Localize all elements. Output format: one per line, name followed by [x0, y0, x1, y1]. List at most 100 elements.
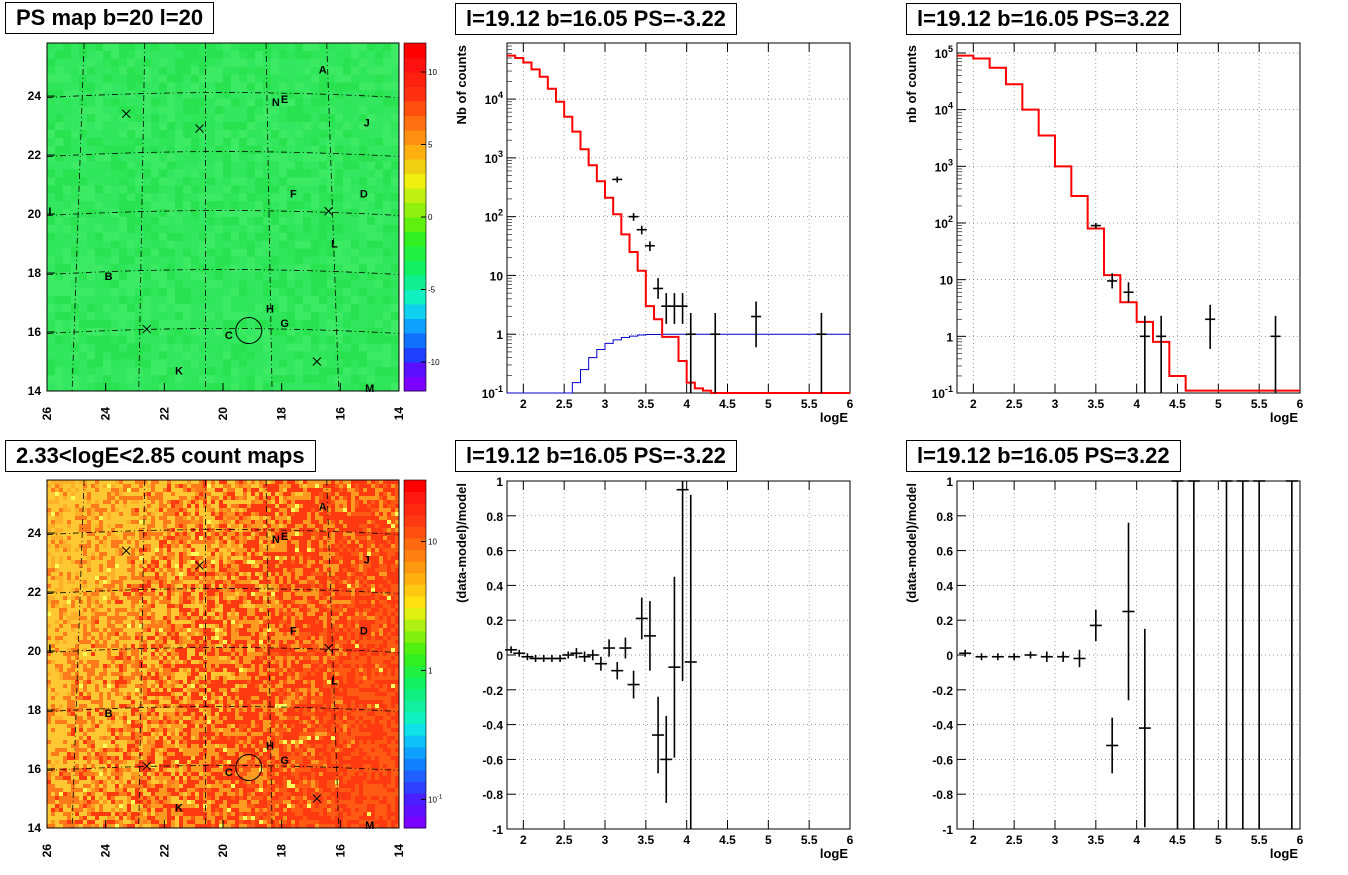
heatmap-cell [135, 776, 140, 781]
heatmap-cell [111, 564, 116, 569]
heatmap-cell [139, 620, 144, 625]
heatmap-cell [167, 552, 172, 557]
heatmap-cell [199, 122, 208, 131]
heatmap-cell [107, 804, 112, 809]
heatmap-cell [135, 311, 144, 321]
heatmap-cell [115, 672, 120, 677]
heatmap-cell [47, 656, 52, 661]
heatmap-cell [159, 596, 164, 601]
heatmap-cell [135, 248, 144, 257]
heatmap-cell [271, 98, 280, 107]
heatmap-cell [319, 185, 328, 194]
heatmap-cell [271, 304, 280, 313]
heatmap-cell [103, 544, 108, 549]
heatmap-cell [147, 652, 152, 657]
heatmap-cell [327, 240, 336, 249]
heatmap-cell [167, 816, 172, 821]
heatmap-cell [115, 824, 120, 829]
heatmap-cell [159, 248, 168, 257]
heatmap-cell [55, 500, 60, 505]
cross-marker [312, 357, 322, 366]
heatmap-cell [367, 90, 376, 99]
heatmap-cell [115, 524, 120, 529]
heatmap-cell [207, 58, 216, 68]
heatmap-cell [47, 740, 52, 745]
heatmap-cell [91, 536, 96, 541]
heatmap-cell [79, 359, 88, 368]
heatmap-cell [51, 632, 56, 637]
heatmap-cell [63, 484, 68, 489]
heatmap-cell [119, 712, 124, 717]
heatmap-cell [159, 296, 168, 305]
heatmap-cell [59, 676, 64, 681]
heatmap-cell [143, 788, 148, 793]
heatmap-cell [123, 592, 128, 597]
heatmap-cell [167, 692, 172, 697]
heatmap-cell [263, 256, 272, 265]
heatmap-cell [95, 764, 100, 769]
heatmap-cell [375, 74, 384, 83]
heatmap-cell [383, 351, 392, 360]
heatmap-cell [135, 496, 140, 501]
heatmap-cell [151, 137, 160, 147]
heatmap-cell [51, 744, 56, 749]
heatmap-cell [167, 616, 172, 621]
heatmap-cell [147, 704, 152, 709]
heatmap-cell [55, 232, 64, 242]
heatmap-cell [111, 708, 116, 713]
heatmap-cell [143, 137, 152, 147]
heatmap-cell [159, 772, 164, 777]
heatmap-cell [95, 656, 100, 661]
heatmap-cell [151, 704, 156, 709]
heatmap-cell [147, 788, 152, 793]
heatmap-cell [71, 760, 76, 765]
heatmap-cell [87, 359, 96, 368]
heatmap-cell [111, 500, 116, 505]
heatmap-cell [311, 43, 320, 52]
heatmap-cell [91, 696, 96, 701]
heatmap-cell [143, 772, 148, 777]
heatmap-cell [99, 484, 104, 489]
heatmap-cell [239, 335, 248, 344]
heatmap-cell [47, 343, 56, 352]
heatmap-cell [107, 724, 112, 729]
heatmap-cell [351, 169, 360, 178]
heatmap-cell [119, 319, 128, 329]
heatmap-cell [287, 256, 296, 265]
heatmap-cell [231, 327, 240, 336]
heatmap-cell [287, 359, 296, 368]
heatmap-cell [231, 288, 240, 297]
heatmap-cell [335, 280, 344, 289]
heatmap-cell [131, 644, 136, 649]
heatmap-cell [127, 664, 132, 669]
heatmap-cell [123, 600, 128, 605]
heatmap-cell [71, 351, 80, 360]
heatmap-cell [111, 580, 116, 585]
heatmap-cell [159, 788, 164, 793]
heatmap-cell [271, 248, 280, 257]
heatmap-cell [51, 696, 56, 701]
heatmap-cell [115, 520, 120, 525]
heatmap-cell [279, 145, 288, 155]
heatmap-cell [263, 130, 272, 139]
heatmap-cell [375, 256, 384, 265]
heatmap-cell [207, 288, 216, 297]
heatmap-cell [139, 496, 144, 501]
heatmap-cell [99, 804, 104, 809]
heatmap-cell [239, 82, 248, 91]
heatmap-cell [279, 185, 288, 194]
heatmap-cell [159, 359, 168, 368]
heatmap-cell [159, 98, 168, 107]
heatmap-cell [63, 584, 68, 589]
heatmap-cell [119, 224, 128, 234]
heatmap-cell [143, 776, 148, 781]
heatmap-cell [131, 524, 136, 529]
heatmap-cell [135, 383, 144, 392]
heatmap-cell [127, 824, 132, 829]
heatmap-cell [119, 343, 128, 352]
heatmap-cell [183, 327, 192, 336]
heatmap-cell [155, 672, 160, 677]
heatmap-cell [199, 217, 208, 226]
heatmap-cell [79, 224, 88, 234]
heatmap-cell [207, 66, 216, 75]
